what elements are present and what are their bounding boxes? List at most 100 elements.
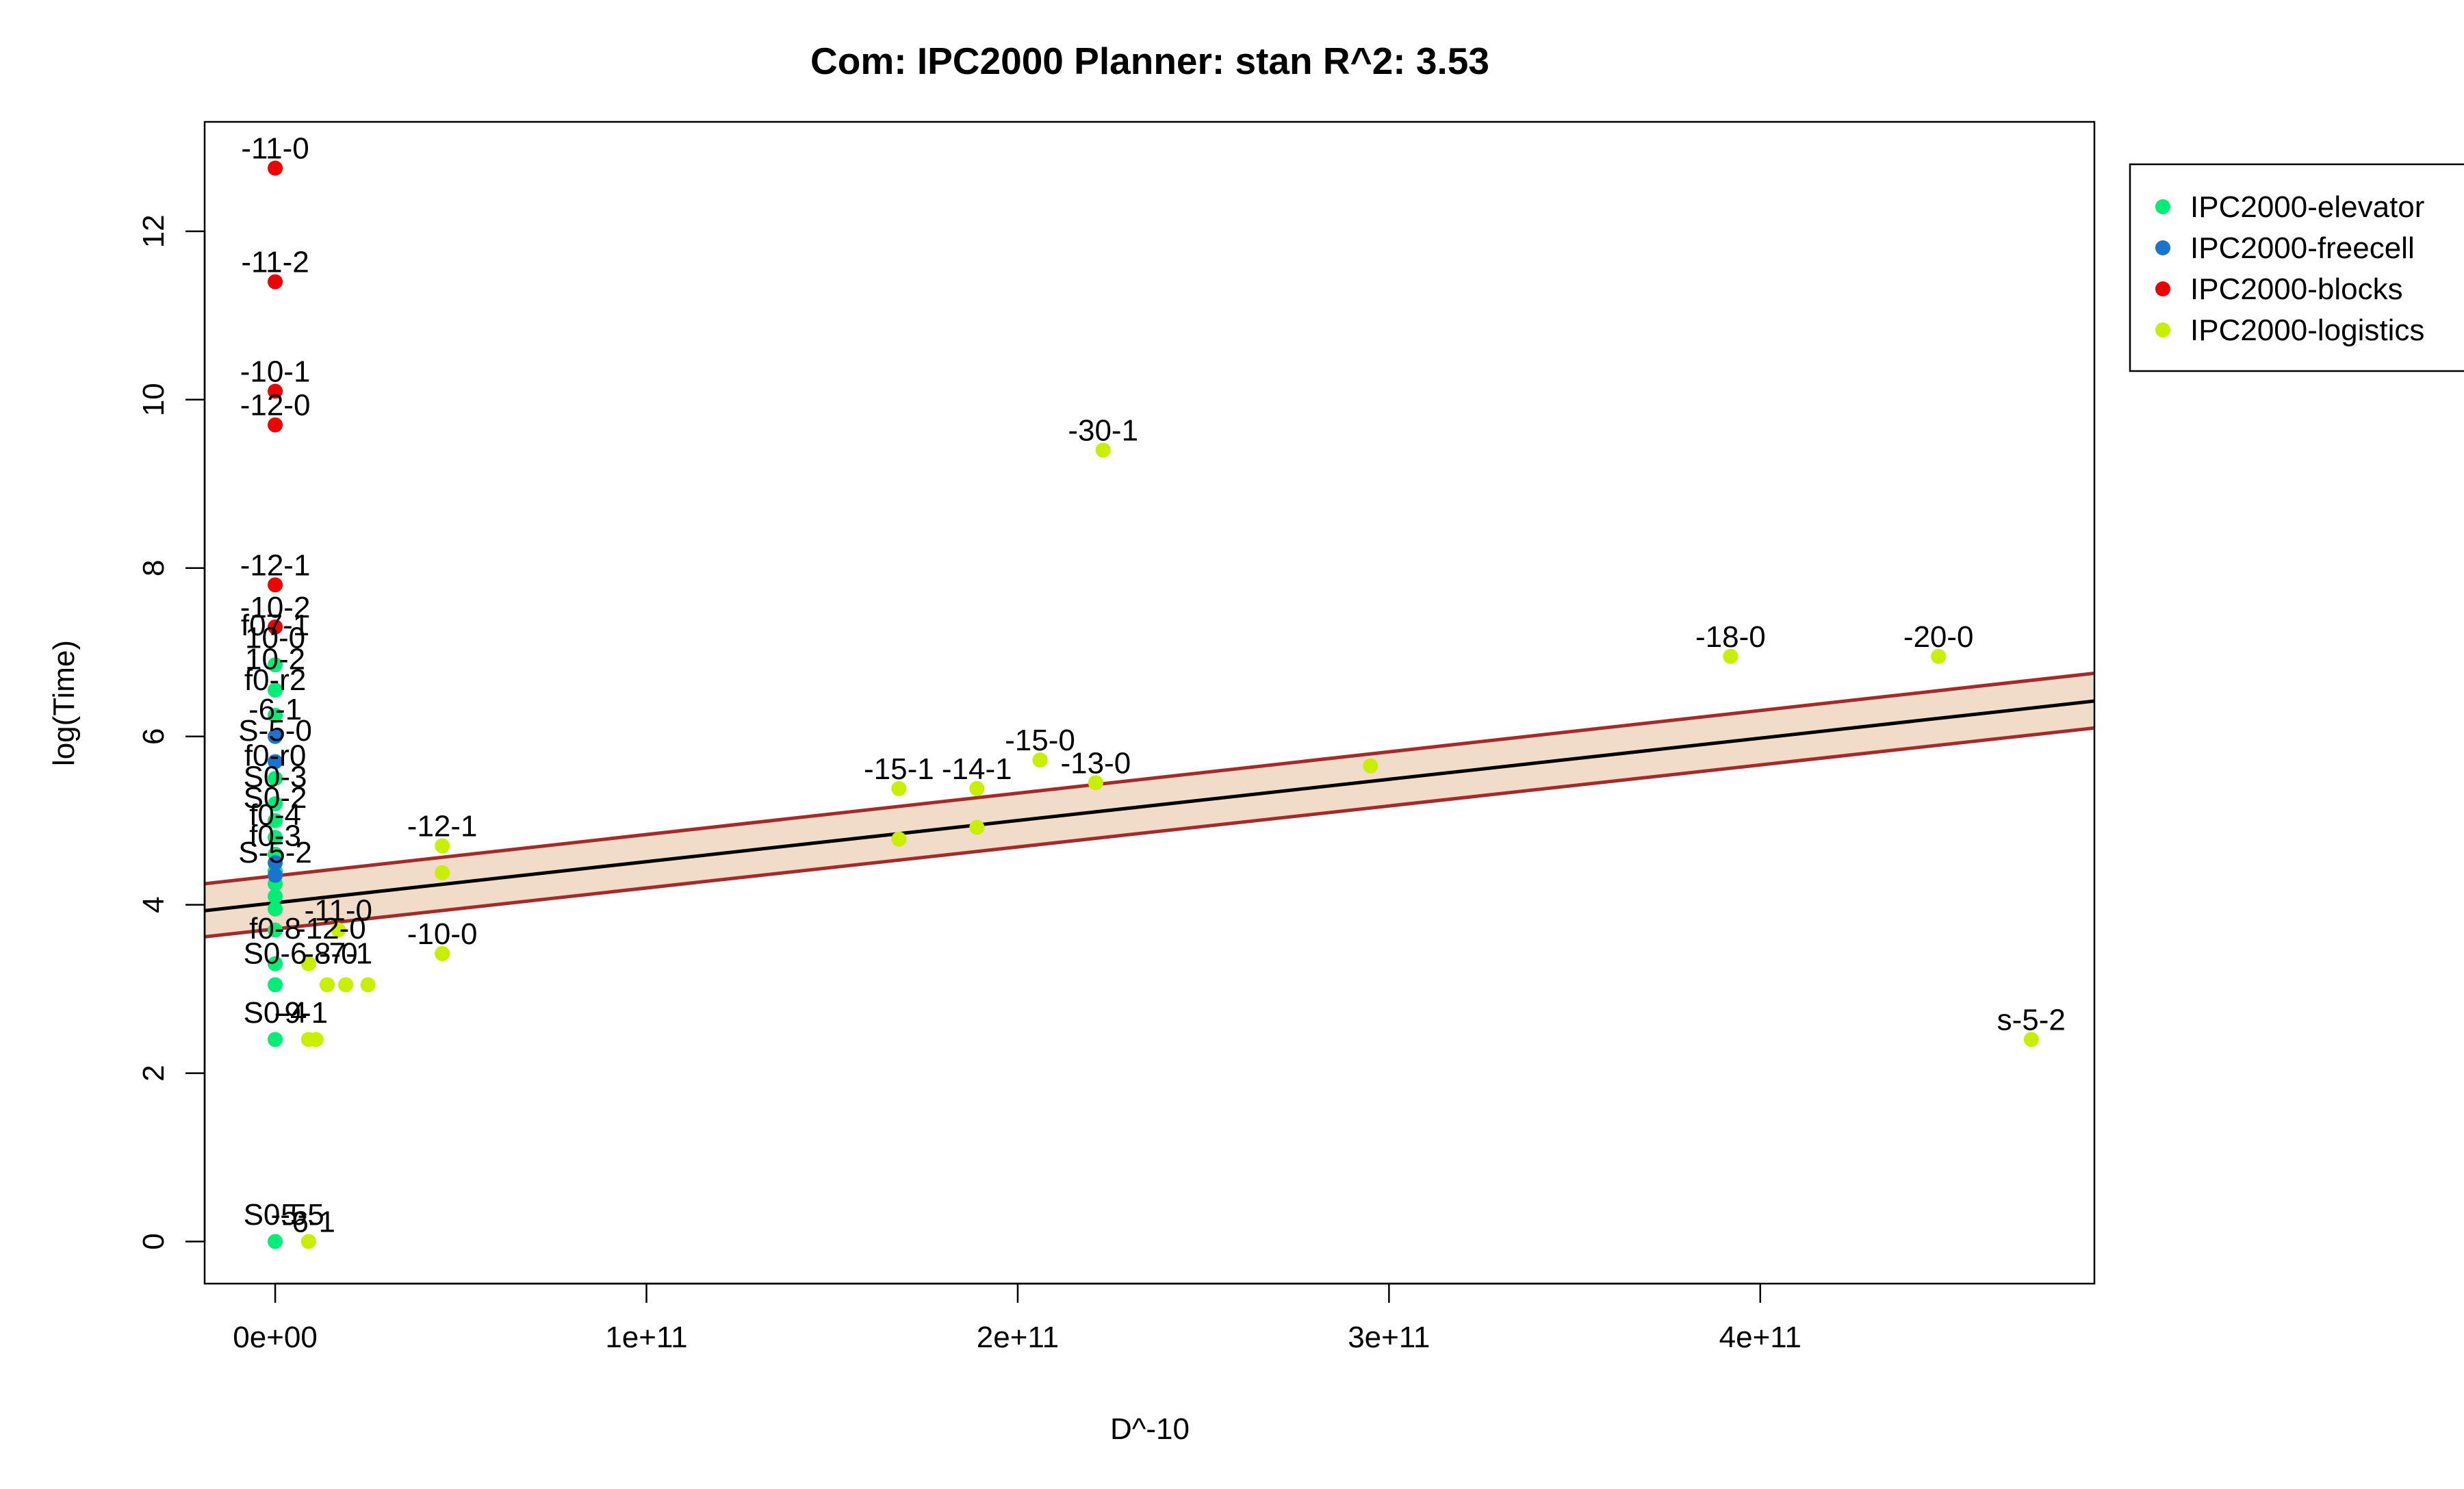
point-label: -10-0 [407,917,478,951]
data-point [268,417,283,433]
regression-line [205,699,2094,913]
legend-swatch [2155,240,2170,255]
data-point [300,1032,316,1047]
data-point [360,977,376,993]
point-label: -15-0 [1005,724,1075,757]
data-point [969,819,985,835]
data-point [268,754,283,769]
data-point [268,796,283,812]
point-label: f0-8 [249,912,301,945]
point-label: -11-0 [241,132,309,166]
data-point [1363,758,1378,774]
x-axis: 0e+00 1e+11 2e+11 3e+11 4e+11 [233,1282,1801,1354]
data-point [435,865,450,880]
point-label: -10-1 [240,355,311,389]
plot-frame [203,120,2096,1285]
point-label: -15-1 [864,752,934,786]
data-points [268,160,2039,1249]
data-point [268,889,283,904]
x-tick-label: 3e+11 [1348,1321,1430,1354]
x-axis-label: D^-10 [1110,1412,1190,1446]
point-label: S0-2 [244,781,307,815]
legend-label: IPC2000-freecell [2190,231,2415,265]
point-label: s-5-2 [1997,1003,2066,1036]
point-label: S0-4 [244,996,307,1030]
data-point [268,657,283,673]
data-point [1723,648,1738,664]
point-label: -20-0 [1903,620,1974,654]
data-point [268,956,283,971]
point-label: -6-1 [282,1206,335,1239]
x-tick-label: 0e+00 [233,1321,318,1354]
lower-confidence-line [205,726,2094,939]
chart-title: Com: IPC2000 Planner: stan R^2: 3.53 [810,40,1489,82]
point-label: S-5-2 [238,836,312,869]
y-axis-label: log(Time) [47,640,81,766]
legend-box [2129,163,2464,372]
point-label: -11-2 [241,246,309,279]
upper-confidence-line [205,671,2094,886]
x-tick-label: 2e+11 [977,1321,1059,1354]
data-point [268,383,283,399]
data-point [300,1234,316,1249]
data-point [2023,1032,2039,1047]
point-label: -7-1 [319,937,372,971]
point-label: S-5-0 [238,714,312,748]
point-label: f0-r0 [244,739,306,773]
y-tick-label: 4 [137,896,170,913]
data-point [1088,775,1103,791]
point-label: -12-1 [240,548,311,582]
point-label: S0-5 [244,1198,307,1232]
confidence-band [205,671,2094,939]
data-point [268,619,283,635]
point-label: -18-0 [1695,620,1766,654]
data-point [268,830,283,845]
y-tick-label: 2 [137,1065,170,1081]
data-point [338,977,354,993]
data-point [1095,442,1111,458]
data-point [268,577,283,593]
point-label: -8-0 [304,937,357,971]
point-label: f0-4 [249,798,301,832]
point-label: -12-1 [407,810,478,843]
y-tick-label: 10 [137,383,170,416]
point-label: f07-1 [241,609,309,642]
point-label: -10-2 [240,591,311,624]
legend-swatch [2155,281,2170,296]
data-point [969,780,985,796]
legend-label: IPC2000-logistics [2190,314,2424,347]
data-point [300,956,316,971]
point-label: f0-r2 [244,663,306,697]
point-label: -6-1 [248,693,302,726]
point-label: -13-0 [1060,746,1131,780]
data-point [1931,648,1947,664]
point-label: -12-0 [296,912,366,945]
y-tick-label: 8 [137,560,170,576]
point-label: S0-3 [244,760,307,793]
data-point [268,160,283,176]
legend-label: IPC2000-elevator [2190,190,2424,224]
y-tick-label: 12 [137,214,170,248]
y-tick-label: 0 [137,1233,170,1249]
data-point [268,855,283,871]
x-tick-label: 1e+11 [605,1321,687,1354]
point-labels: -11-0-11-2-10-1-12-0-12-1-10-2-30-1-18-0… [238,132,2066,1239]
y-axis: 0 2 4 6 8 10 12 [137,214,206,1250]
point-label: S0-6 [244,937,307,971]
point-label: -14-1 [942,752,1012,786]
data-point [268,707,283,723]
legend-swatch [2155,199,2170,214]
y-tick-label: 6 [137,728,170,744]
data-point [268,1234,283,1249]
data-point [268,922,283,938]
legend-swatch [2155,322,2170,338]
data-point [268,1032,283,1047]
x-tick-label: 4e+11 [1719,1321,1801,1354]
point-label: -11-0 [305,894,372,928]
point-label: 10-0 [245,622,305,655]
data-point [435,945,450,961]
data-point [268,683,283,698]
data-point [268,867,283,883]
point-label: -9-1 [274,996,328,1030]
data-point [268,771,283,787]
